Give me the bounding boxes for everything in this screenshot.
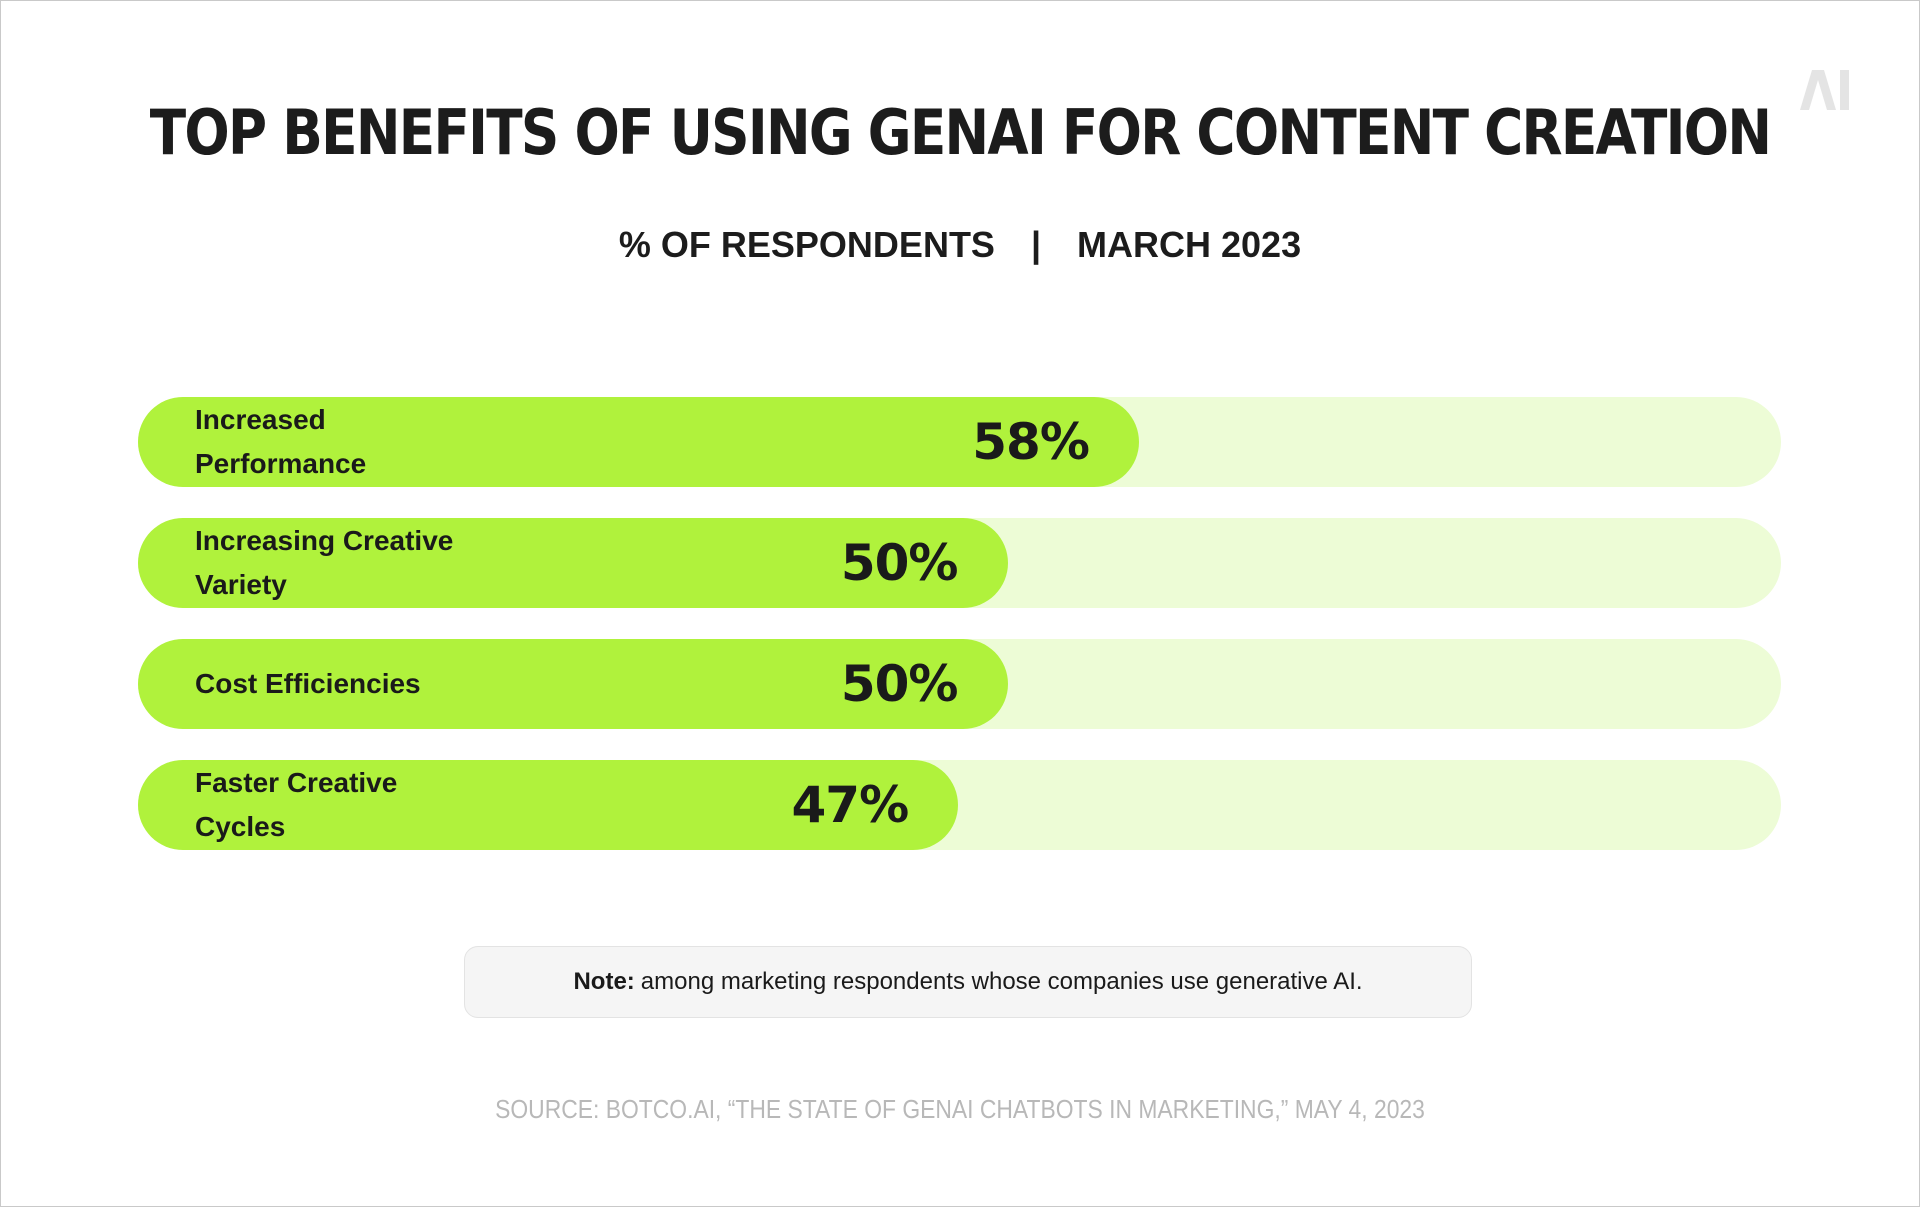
bar-row: Increasing Creative Variety 50% <box>138 518 1781 608</box>
bar <box>138 639 1008 729</box>
bar <box>138 518 1008 608</box>
note-box: Note: among marketing respondents whose c… <box>464 946 1472 1018</box>
subtitle-separator: | <box>1030 224 1042 265</box>
bar-row: Cost Efficiencies 50% <box>138 639 1781 729</box>
subtitle-date: MARCH 2023 <box>1077 224 1302 265</box>
bar-category-label: Cost Efficiencies <box>195 668 421 699</box>
chart-subtitle: % OF RESPONDENTS | MARCH 2023 <box>0 224 1920 266</box>
bar-value-label: 50% <box>840 534 959 592</box>
source-text: SOURCE: BOTCO.AI, “THE STATE OF GENAI CH… <box>495 1094 1425 1124</box>
bar-category-label: Increasing Creative Variety <box>195 525 454 600</box>
chart-title: TOP BENEFITS OF USING GENAI FOR CONTENT … <box>149 96 1772 169</box>
bar-category-label: Faster Creative Cycles <box>195 767 398 842</box>
bar-row: Increased Performance 58% <box>138 397 1781 487</box>
bar-chart: Increased Performance 58% Increasing Creat… <box>138 397 1781 881</box>
bar-value-label: 50% <box>840 655 959 713</box>
bar-value-label: 47% <box>791 776 910 834</box>
note-text: among marketing respondents whose compan… <box>640 968 1363 995</box>
bar-row: Faster Creative Cycles 47% <box>138 760 1781 850</box>
ai-logo-icon <box>1800 70 1849 110</box>
bar-value-label: 58% <box>972 413 1090 471</box>
note-label: Note: <box>573 968 635 995</box>
bar <box>138 760 959 850</box>
subtitle-metric: % OF RESPONDENTS <box>618 224 995 265</box>
bar <box>138 397 1139 487</box>
bar-category-label: Increased Performance <box>195 404 367 479</box>
